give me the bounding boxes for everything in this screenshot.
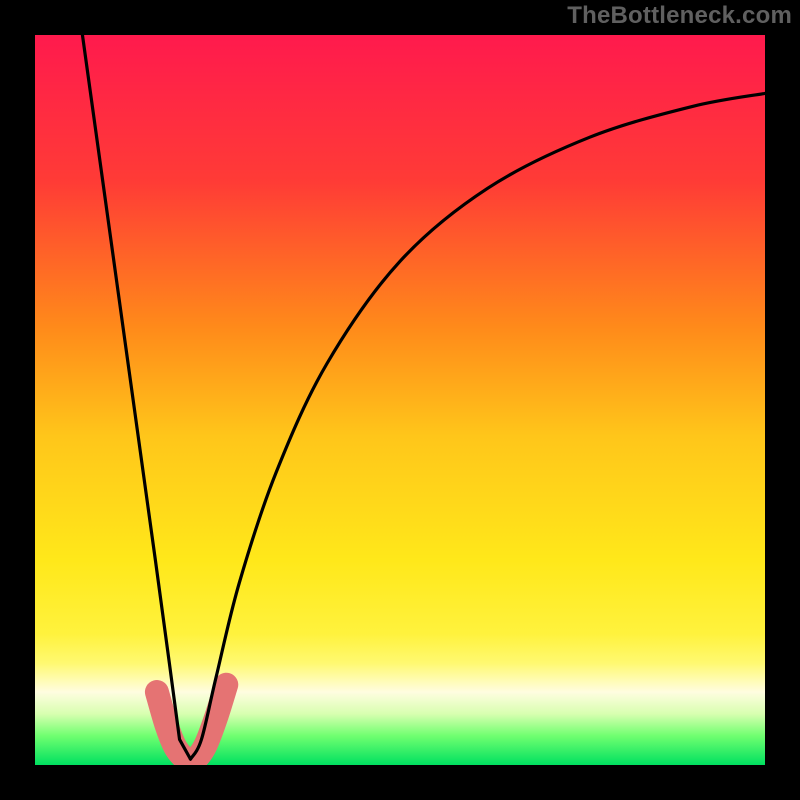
plot-gradient-background <box>35 35 765 765</box>
watermark-text: TheBottleneck.com <box>567 2 792 30</box>
bottleneck-chart-svg <box>0 0 800 800</box>
chart-container: TheBottleneck.com <box>0 0 800 800</box>
